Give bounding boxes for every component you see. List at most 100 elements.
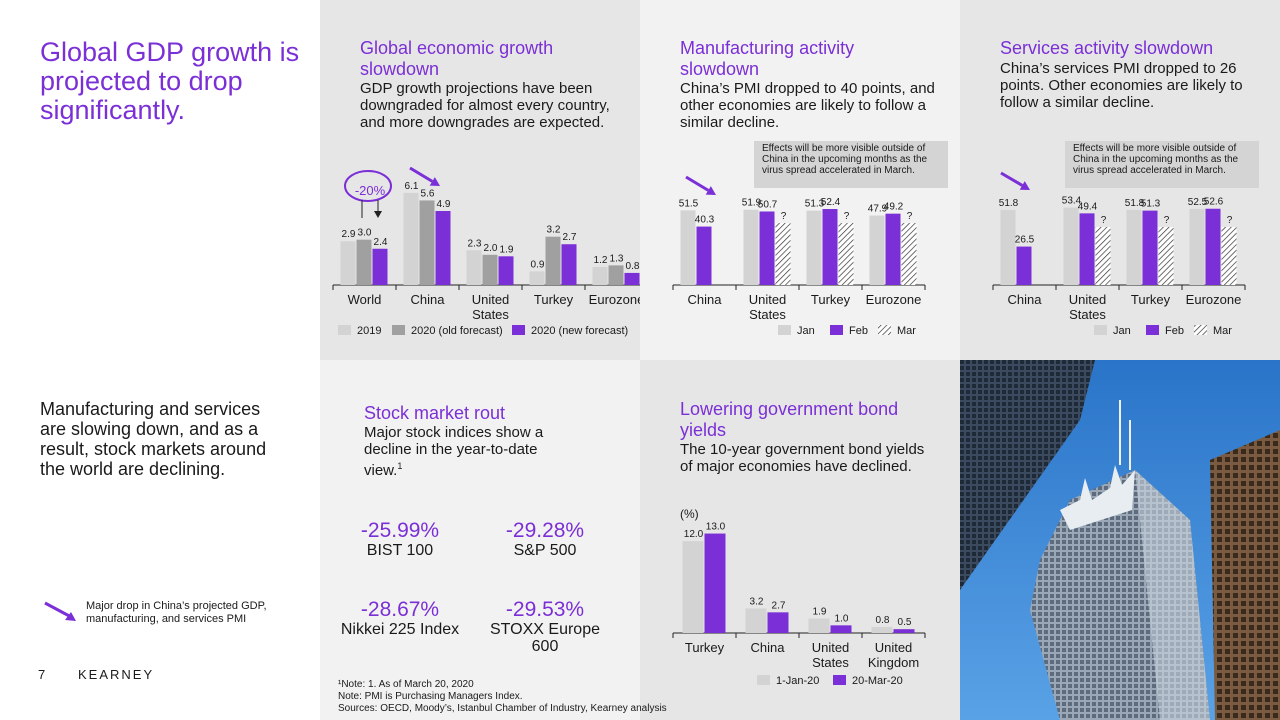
bonds-legend-swatch-1 [833,675,846,685]
bonds-category-label: States [812,655,849,670]
bonds-legend-swatch-0 [757,675,770,685]
bonds-bar-1-jan-20 [808,618,830,633]
legend-note: Major drop in China’s projected GDP, man… [86,600,267,625]
gdp-legend-label-1: 2020 (old forecast) [411,325,503,337]
gdp-value-label: 2.4 [374,237,388,248]
stock-value-sp500: -29.28% [505,519,585,542]
footnote-1: ¹Note: 1. As of March 20, 2020 [338,679,474,690]
stock-value-stoxx: -29.53% [505,598,585,621]
manufacturing-legend-swatch-0 [778,325,791,335]
gdp-subtitle: GDP growth projections have been downgra… [360,80,610,131]
services-subtitle: China’s services PMI dropped to 26 point… [1000,60,1243,111]
services-bar-feb [1079,213,1095,285]
gdp-bar-2020-old-forecast- [419,200,435,285]
page-number: 7 [38,667,46,682]
gdp-bar-2020-new-forecast- [561,244,577,285]
services-value-label: 53.4 [1062,196,1082,207]
services-purple-arrow-icon [1000,171,1030,190]
services-legend-label-2: Mar [1213,325,1232,337]
services-bar-feb [1205,208,1221,285]
bonds-subtitle: The 10-year government bond yields of ma… [680,441,925,475]
manufacturing-legend-swatch-2 [878,325,891,335]
manufacturing-callout: Effects will be more visible outside of … [754,141,948,188]
services-value-label: 49.4 [1078,201,1098,212]
bonds-value-label: 12.0 [684,529,704,540]
manufacturing-legend-label-0: Jan [797,325,815,337]
services-value-label: 51.8 [1125,198,1145,209]
stocks-title: Stock market rout [364,403,506,423]
services-bar-jan [1126,209,1142,285]
manufacturing-title: Manufacturing activity slowdown [680,38,855,79]
services-bar-mar [1158,227,1174,285]
gdp-bar-2019 [466,250,482,285]
services-title: Services activity slowdown [1000,38,1214,58]
manufacturing-bar-jan [869,215,885,285]
manufacturing-bar-jan [743,209,759,285]
gdp-bar-2020-new-forecast- [435,211,451,285]
bonds-bar-20-mar-20 [830,625,852,633]
manufacturing-value-label: 40.3 [695,215,715,226]
manufacturing-bar-mar [838,223,854,285]
purple-arrow-icon [44,601,76,621]
manufacturing-category-label: China [688,292,723,307]
manufacturing-value-label: ? [907,211,913,222]
bonds-bar-1-jan-20 [682,541,704,633]
gdp-bar-2020-old-forecast- [545,236,561,285]
manufacturing-purple-arrow-icon [685,175,716,195]
gdp-value-label: 2.7 [563,232,577,243]
gdp-value-label: 6.1 [405,181,419,192]
services-value-label: 52.5 [1188,197,1208,208]
services-bar-jan [1063,207,1079,285]
footnote-3: Sources: OECD, Moody’s, Istanbul Chamber… [338,703,667,714]
manufacturing-category-label: Eurozone [866,292,922,307]
services-category-label: Eurozone [1186,292,1242,307]
services-legend-label-0: Jan [1113,325,1131,337]
services-value-label: 52.6 [1204,197,1224,208]
gdp-bar-2020-new-forecast- [498,256,514,285]
services-legend-swatch-2 [1194,325,1207,335]
gdp-panel [320,0,640,360]
manufacturing-bar-feb [885,213,901,285]
services-bar-jan [1000,209,1016,285]
gdp-bar-2019 [592,266,608,285]
gdp-legend-label-0: 2019 [357,325,381,337]
bonds-bar-1-jan-20 [745,608,767,633]
gdp-bar-2020-old-forecast- [356,239,372,285]
manufacturing-bar-jan [806,210,822,285]
gdp-bar-2020-new-forecast- [372,248,388,285]
bonds-unit-label: (%) [680,507,699,521]
gdp-value-label: 0.9 [531,259,545,270]
bonds-category-label: Kingdom [868,655,919,670]
gdp-value-label: 3.0 [358,228,372,239]
bonds-value-label: 2.7 [772,600,786,611]
bonds-legend-label-1: 20-Mar-20 [852,675,903,687]
manufacturing-bar-feb [696,226,712,285]
gdp-value-label: 2.3 [468,238,482,249]
services-category-label: States [1069,307,1106,322]
gdp-chart: World 2.9 3.02.4 China 6.15.64.9 UnitedStates… [332,166,640,337]
gdp-value-label: 5.6 [421,188,435,199]
gdp-category-label: China [411,292,446,307]
gdp-drop-circle [344,170,392,202]
bonds-value-label: 1.0 [835,613,849,624]
manufacturing-value-label: 51.9 [742,198,762,209]
kearney-logo: KEARNEY [78,667,155,682]
bonds-value-label: 0.8 [876,615,890,626]
services-legend-swatch-0 [1094,325,1107,335]
gdp-value-label: 1.9 [500,244,514,255]
bonds-category-label: Turkey [685,640,725,655]
manufacturing-value-label: 51.5 [679,198,699,209]
gdp-category-label: World [348,292,382,307]
stock-name-stoxx: STOXX Europe 600 [490,621,600,655]
manufacturing-legend-swatch-1 [830,325,843,335]
gdp-legend-swatch-2 [512,325,525,335]
manufacturing-bar-mar [775,223,791,285]
gdp-bar-2020-new-forecast- [624,272,640,285]
manufacturing-category-label: United [749,292,787,307]
bonds-bar-20-mar-20 [893,629,915,633]
stock-name-sp500: S&P 500 [513,542,577,559]
services-bar-feb [1016,246,1032,285]
stock-value-bist: -25.99% [360,519,440,542]
gdp-category-label: Turkey [534,292,574,307]
